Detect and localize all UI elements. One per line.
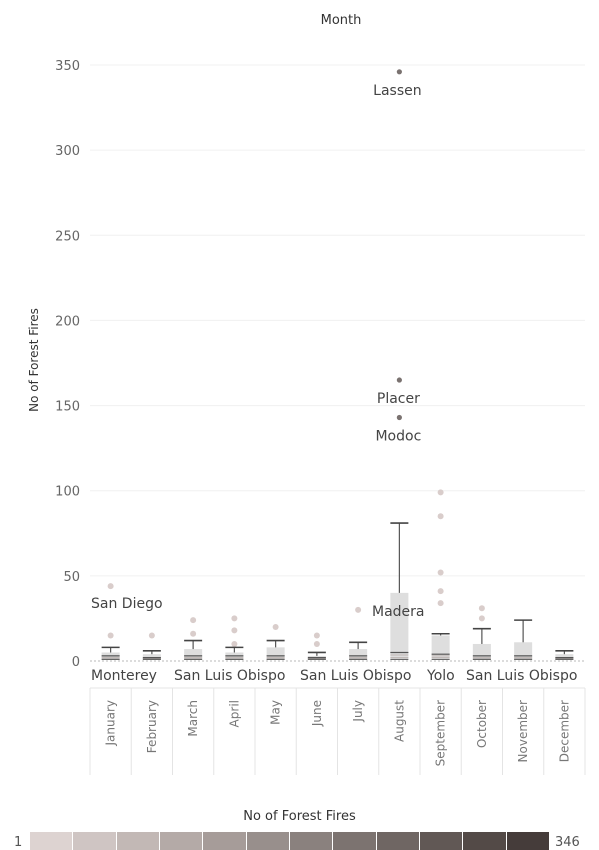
x-tick-label: October (475, 700, 489, 748)
box (390, 592, 409, 658)
color-legend-swatch (73, 832, 117, 850)
outlier-point (231, 615, 238, 622)
box-plot-chart: Month 0 50 100 150 200 250 300 350 No of Forest F… (27, 13, 586, 775)
x-tick-label: July (351, 700, 365, 723)
color-legend-swatch (463, 832, 507, 850)
color-legend-swatch (159, 832, 204, 850)
color-legend-swatch (246, 832, 290, 850)
box (514, 642, 533, 660)
color-legend-title: No of Forest Fires (243, 809, 356, 824)
y-tick-label: 250 (55, 229, 80, 244)
annotation-label: San Luis Obispo (300, 668, 411, 684)
outlier-point (396, 69, 402, 75)
annotation-label: Madera (372, 604, 425, 620)
outlier-point (437, 588, 444, 595)
outlier-point (313, 632, 320, 639)
x-tick-label: April (227, 700, 241, 727)
outlier-point (231, 640, 238, 647)
box (142, 654, 161, 660)
chart-title: Month (321, 13, 362, 28)
box (472, 643, 491, 660)
color-legend-bar (30, 832, 550, 850)
outlier-point (190, 617, 197, 624)
annotation-label: Monterey (91, 668, 157, 684)
y-tick-label: 200 (55, 314, 80, 329)
y-tick-label: 150 (55, 400, 80, 415)
x-tick-label: May (269, 700, 283, 725)
y-tick-label: 300 (55, 144, 80, 159)
outlier-point (396, 377, 402, 383)
color-legend-swatch (419, 832, 464, 850)
color-legend-swatch (289, 832, 334, 850)
x-tick-label: September (434, 700, 448, 766)
outlier-point (231, 627, 238, 634)
outlier-point (478, 615, 485, 622)
annotation-label: San Luis Obispo (174, 668, 285, 684)
annotation-label: San Diego (91, 596, 163, 612)
outlier-point (107, 583, 114, 590)
box (266, 647, 285, 660)
color-legend-swatch (506, 832, 550, 850)
annotation-label: Lassen (373, 83, 421, 99)
x-tick-label: February (145, 700, 159, 753)
y-tick-label: 50 (63, 570, 80, 585)
outlier-point (478, 605, 485, 612)
x-tick-label: January (104, 700, 118, 747)
box (349, 649, 368, 660)
x-tick-label: August (392, 700, 406, 742)
outlier-point (148, 632, 155, 639)
color-legend-swatch (376, 832, 420, 850)
outlier-point (437, 600, 444, 607)
color-legend-swatch (333, 832, 377, 850)
y-tick-label: 350 (55, 59, 80, 74)
y-tick-label: 0 (72, 655, 80, 670)
x-tick-label: November (516, 700, 530, 762)
outlier-point (437, 489, 444, 496)
outlier-point (107, 632, 114, 639)
color-legend-max: 346 (555, 835, 580, 850)
outlier-point (355, 606, 362, 613)
color-legend-swatch (203, 832, 247, 850)
box (431, 635, 450, 658)
x-tick-label: June (310, 700, 324, 727)
box (184, 649, 203, 660)
color-legend-swatch (116, 832, 160, 850)
outlier-point (396, 414, 402, 421)
annotation-label: San Luis Obispo (466, 668, 577, 684)
y-axis-label: No of Forest Fires (27, 308, 41, 412)
outlier-point (313, 640, 320, 647)
outlier-point (190, 630, 197, 637)
y-tick-label: 100 (55, 485, 80, 500)
outlier-point (272, 623, 279, 630)
outlier-point (437, 569, 444, 576)
annotation-label: Placer (377, 391, 420, 407)
annotation-label: Modoc (375, 428, 421, 444)
annotation-label: Yolo (426, 668, 455, 684)
x-tick-label: March (186, 700, 200, 737)
box (555, 654, 574, 660)
outlier-point (437, 513, 444, 520)
x-tick-label: December (557, 700, 571, 762)
color-legend-min: 1 (14, 835, 23, 850)
color-legend-swatch (30, 832, 74, 850)
